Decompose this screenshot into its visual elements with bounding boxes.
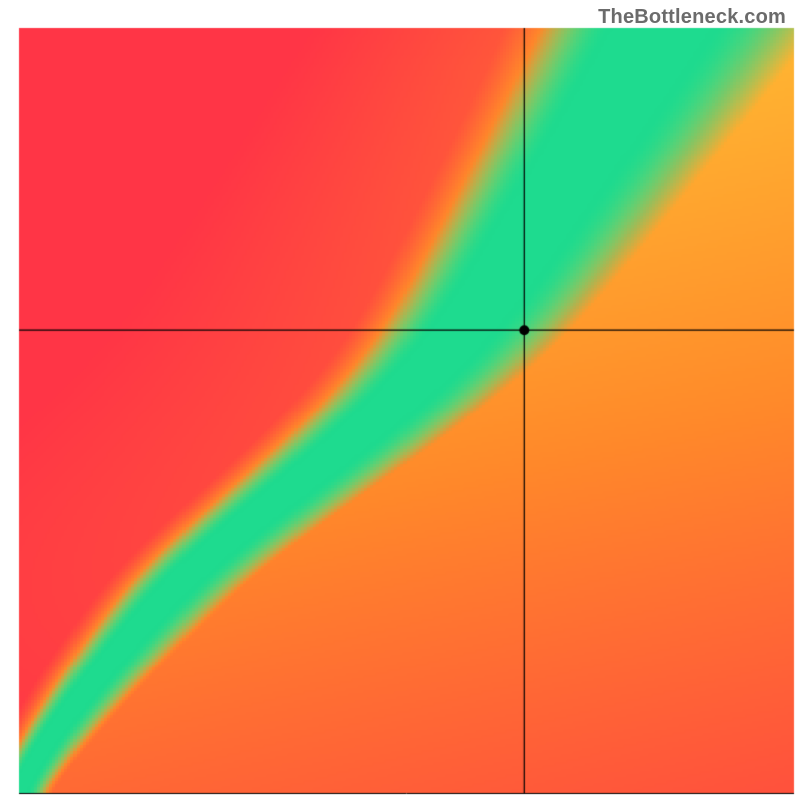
watermark-text: TheBottleneck.com — [598, 6, 786, 29]
bottleneck-heatmap — [0, 0, 800, 800]
chart-container: TheBottleneck.com — [0, 0, 800, 800]
